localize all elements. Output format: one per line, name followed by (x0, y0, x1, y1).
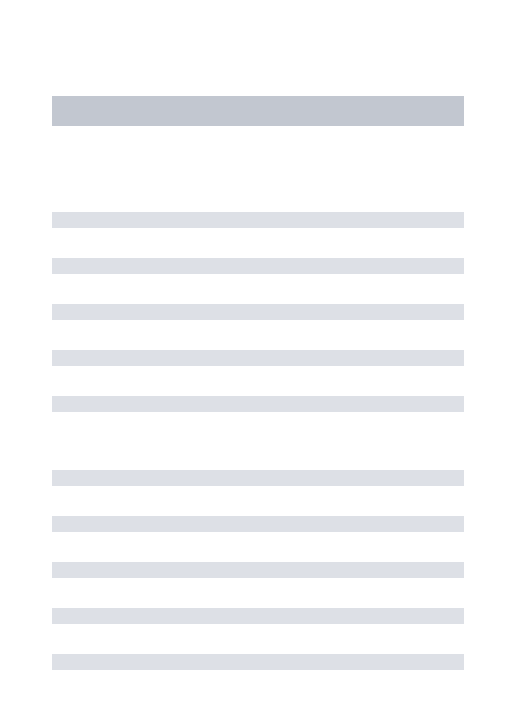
document-skeleton (0, 0, 516, 670)
text-line (52, 350, 464, 366)
text-line (52, 470, 464, 486)
text-line (52, 304, 464, 320)
text-line (52, 516, 464, 532)
text-line (52, 258, 464, 274)
text-line (52, 212, 464, 228)
section-gap (52, 442, 464, 470)
title-placeholder (52, 96, 464, 126)
text-line (52, 396, 464, 412)
text-line (52, 562, 464, 578)
section-1 (52, 212, 464, 412)
section-2 (52, 470, 464, 670)
text-line (52, 608, 464, 624)
text-line (52, 654, 464, 670)
